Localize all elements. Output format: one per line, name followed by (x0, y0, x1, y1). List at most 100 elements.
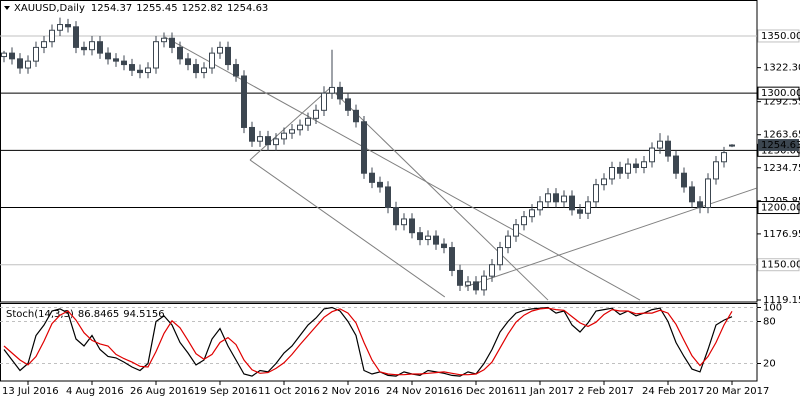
candle-body (673, 155, 679, 174)
candle-body (569, 195, 575, 211)
stoch-line (3, 307, 733, 376)
stoch-panel (0, 303, 758, 382)
candle-body (129, 64, 135, 71)
candle-body (497, 247, 503, 266)
price-box (758, 139, 799, 152)
candle-body (329, 86, 335, 94)
x-tick-label: 4 Aug 2016 (66, 386, 124, 397)
candle-body (137, 69, 143, 74)
level-label-box (757, 29, 800, 43)
trendline (329, 87, 549, 301)
candle-body (529, 209, 535, 218)
candle-body (81, 46, 87, 51)
candle-body (217, 46, 223, 54)
candle-body (57, 24, 63, 31)
candle-body (721, 152, 727, 163)
candle-body (49, 29, 55, 43)
candle-body (697, 201, 703, 209)
candle-body (481, 275, 487, 291)
price-header: XAUUSD,Daily (14, 3, 85, 14)
x-tick-label: 2 Nov 2016 (322, 386, 380, 397)
candle-body (9, 52, 15, 60)
y-tick-label: 1234.75 (763, 163, 800, 174)
trendline (249, 87, 331, 161)
level-label: 1200.00 (761, 203, 800, 214)
candle-body (65, 24, 71, 28)
stoch-line (3, 306, 733, 377)
x-tick-label: 11 Oct 2016 (258, 386, 320, 397)
candle-body (553, 193, 559, 203)
candle-body (201, 67, 207, 74)
stoch-value: 86.8465 (78, 309, 119, 320)
candle-body (105, 52, 111, 60)
candle-body (169, 37, 175, 48)
trendline (249, 159, 446, 298)
candle-body (337, 86, 343, 100)
candle-body (153, 41, 159, 69)
candle-body (561, 195, 567, 203)
x-tick-label: 19 Sep 2016 (194, 386, 257, 397)
ohlc-value: 1252.82 (182, 3, 223, 14)
candle-body (233, 64, 239, 77)
candle-body (265, 136, 271, 146)
candle-body (41, 41, 47, 48)
x-tick-label: 13 Jul 2016 (2, 386, 59, 397)
candle-body (17, 58, 23, 69)
candle-body (473, 281, 479, 291)
candle-body (353, 109, 359, 123)
candle-body (617, 166, 623, 174)
chart-title: XAUUSD,Daily (14, 3, 85, 14)
candle-body (585, 201, 591, 214)
x-tick-label: 11 Jan 2017 (514, 386, 574, 397)
candle-body (401, 218, 407, 226)
menu-triangle (4, 6, 10, 10)
x-tick-label: 26 Aug 2016 (130, 386, 194, 397)
x-tick-label: 24 Feb 2017 (642, 386, 704, 397)
stoch-y-tick-label: 80 (763, 317, 776, 328)
candle-body (505, 235, 511, 249)
candle-body (289, 129, 295, 134)
price-plot (0, 17, 757, 301)
candle-body (241, 75, 247, 128)
candle-body (425, 235, 431, 241)
candle-body (433, 235, 439, 245)
x-tick-label: 20 Mar 2017 (706, 386, 769, 397)
y-tick-label: 1322.30 (763, 63, 800, 74)
stoch-value: 94.5156 (123, 309, 164, 320)
candle-body (257, 136, 263, 142)
candle-body (345, 98, 351, 111)
candle-body (377, 181, 383, 188)
candle-body (249, 126, 255, 142)
candle-body (321, 92, 327, 111)
x-tick-label: 16 Dec 2016 (450, 386, 514, 397)
level-label-box (757, 258, 800, 272)
candle-body (273, 138, 279, 146)
y-tick-label: 1292.55 (763, 97, 800, 108)
candle-body (649, 147, 655, 163)
candle-body (457, 269, 463, 286)
candle-body (177, 46, 183, 60)
candle-body (281, 132, 287, 140)
price-panel (0, 0, 758, 303)
ohlc-value: 1254.63 (227, 3, 268, 14)
candle-body (161, 37, 167, 43)
candle-body (361, 121, 367, 174)
candle-body (209, 52, 215, 69)
candle-body (297, 124, 303, 131)
ohlc-value: 1254.37 (91, 3, 132, 14)
level-label: 1150.00 (761, 260, 800, 271)
candle-body (89, 41, 95, 51)
candle-body (73, 26, 79, 48)
candle-body (145, 67, 151, 74)
ohlc-value: 1255.45 (136, 3, 177, 14)
candle-body (633, 163, 639, 168)
y-tick-label: 1119.15 (763, 295, 800, 306)
candle-body (545, 193, 551, 203)
candle-body (641, 161, 647, 168)
candle-body (689, 186, 695, 203)
candle-body (705, 178, 711, 209)
candle-body (513, 224, 519, 237)
candle-body (593, 184, 599, 203)
stoch-y-tick-label: 100 (763, 303, 782, 314)
